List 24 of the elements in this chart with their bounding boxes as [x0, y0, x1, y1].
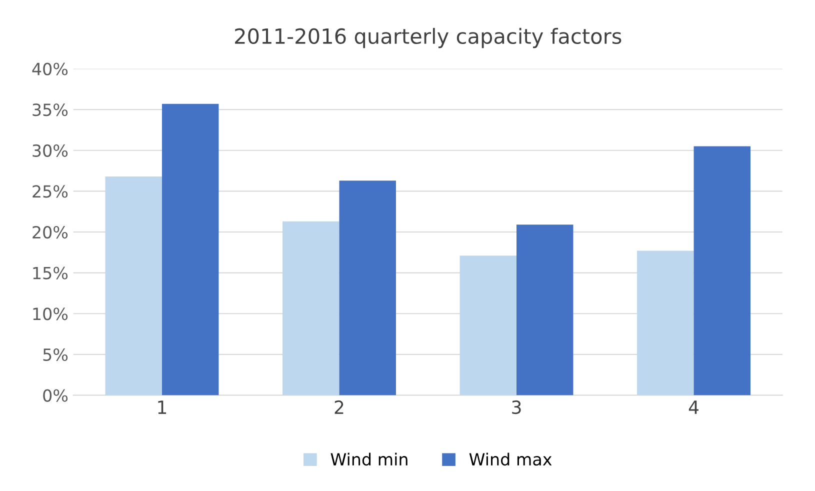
y-tick-label: 10%	[33, 308, 68, 320]
bar	[282, 221, 340, 396]
x-tick-label: 2	[334, 400, 344, 414]
x-tick-label: 3	[512, 400, 521, 414]
bar	[162, 104, 219, 396]
bar	[460, 256, 517, 396]
bar	[339, 180, 396, 396]
legend-label: Wind min	[330, 452, 408, 466]
bar	[105, 176, 162, 396]
y-tick-label: 20%	[32, 226, 68, 239]
chart-title: 2011-2016 quarterly capacity factors	[235, 28, 622, 48]
y-tick-label: 0%	[43, 389, 68, 402]
bar	[516, 224, 574, 396]
y-tick-label: 35%	[32, 104, 68, 116]
x-tick-label: 4	[688, 400, 698, 414]
bar	[694, 146, 750, 396]
bar	[637, 250, 694, 396]
y-tick-label: 40%	[32, 62, 68, 76]
y-tick-label: 25%	[32, 185, 68, 198]
y-tick-label: 15%	[33, 266, 68, 280]
legend-label: Wind max	[469, 452, 552, 466]
x-tick-label: 1	[158, 400, 166, 414]
y-tick-label: 5%	[43, 348, 68, 362]
y-tick-label: 30%	[32, 144, 68, 157]
